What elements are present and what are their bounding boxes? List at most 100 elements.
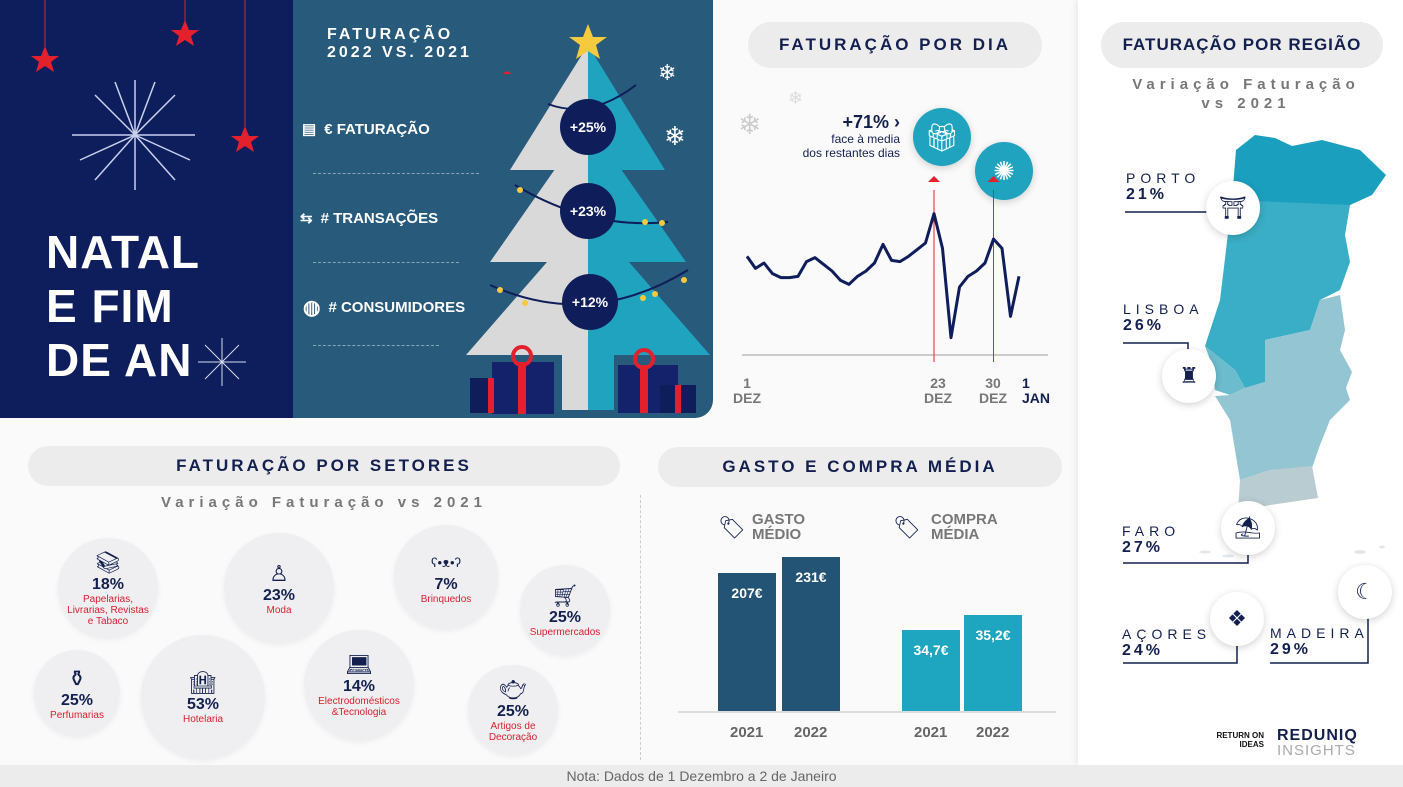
region-value-porto: 21% — [1126, 186, 1168, 203]
gasto-label: GASTO — [752, 511, 806, 528]
logo-reduniq: REDUNIQ — [1277, 727, 1358, 744]
snowflake-icon: ❄ — [664, 121, 686, 151]
avg-title: GASTO E COMPRA MÉDIA — [658, 447, 1062, 487]
pineapple-icon: ❖ — [1210, 592, 1264, 646]
divider — [313, 345, 439, 346]
metric-label: # TRANSAÇÕES — [320, 209, 439, 227]
bar-label: 34,7€ — [913, 642, 949, 658]
region-title: FATURAÇÃO POR REGIÃO — [1101, 22, 1383, 68]
metric-value-transacoes: +23% — [560, 183, 616, 239]
hero-title-line-1: NATAL — [46, 226, 201, 278]
tree-title-2: 2022 VS. 2021 — [327, 44, 472, 61]
sector-value: 18% — [91, 575, 125, 593]
teddy-bear-icon: ʕ•ᴥ•ʔ — [431, 554, 461, 570]
series-line — [745, 212, 1021, 340]
teapot-icon: 🫖︎ — [499, 677, 527, 702]
hotel-icon: 🏨︎ — [189, 669, 217, 695]
sector-value: 23% — [262, 586, 296, 604]
arrows-exchange-icon: ⇆ — [300, 210, 313, 227]
snowflake-icon: ❄ — [738, 109, 762, 140]
sector-bubble: 🫖︎ 25% Artigos de Decoração — [468, 665, 558, 755]
price-tag-icon: 🏷︎ — [893, 515, 921, 540]
region-value-lisboa: 26% — [1123, 317, 1165, 334]
sector-value: 25% — [60, 691, 94, 709]
region-name-lisboa: LISBOA — [1123, 301, 1204, 317]
metric-value-faturacao: +25% — [560, 99, 616, 155]
price-tag-icon: 🏷︎ — [718, 515, 746, 540]
map-region-south — [1215, 295, 1352, 480]
marker-23-dez-arrow — [928, 176, 940, 182]
callout-text: dos restantes dias — [802, 146, 900, 160]
sector-bubble: ʕ•ᴥ•ʔ 7% Brinquedos — [394, 525, 498, 629]
sector-value: 14% — [342, 678, 376, 695]
sectors-subtitle: Variação Faturação vs 2021 — [161, 494, 487, 511]
gift-icon: 🎁︎ — [913, 108, 971, 166]
sector-label: Perfumarias — [50, 709, 104, 721]
daily-title: FATURAÇÃO POR DIA — [748, 22, 1042, 68]
hero-title-line-3: DE AN — [46, 334, 193, 386]
metric-label: € FATURAÇÃO — [324, 120, 430, 138]
sectors-title: FATURAÇÃO POR SETORES — [28, 446, 620, 486]
logo-insights: INSIGHTS — [1277, 742, 1356, 759]
bar-gasto-médio-2022: 231€ — [782, 556, 840, 711]
region-value-faro: 27% — [1122, 539, 1164, 556]
sector-label: Supermercados — [529, 626, 601, 638]
region-subtitle: Variação Faturação — [1132, 76, 1360, 93]
beach-umbrella-icon: ⛱︎ — [1221, 501, 1275, 555]
bar-label: 35,2€ — [975, 627, 1011, 643]
x-tick-1-dez: 1 DEZ — [733, 375, 761, 406]
marker-30-dez-arrow — [987, 176, 1000, 182]
map-region-centre — [1205, 200, 1350, 388]
bar-category: 2022 — [976, 724, 1010, 741]
region-name-faro: FARO — [1122, 523, 1181, 539]
callout-text: face à media — [831, 132, 900, 146]
divider — [640, 495, 641, 760]
shopping-cart-icon: 🛒︎ — [551, 582, 579, 608]
snowflake-icon: ❄ — [658, 60, 676, 85]
bar-gasto-médio-2021: 207€ — [718, 572, 776, 711]
sector-label: Hotelaria — [182, 713, 224, 725]
sector-value: 25% — [496, 703, 530, 720]
sector-bubble: 🛒︎ 25% Supermercados — [520, 565, 610, 655]
compra-label: MÉDIA — [931, 526, 980, 543]
bar-category: 2021 — [914, 724, 948, 741]
small-firework-icon — [198, 338, 246, 386]
region-name-acores: AÇORES — [1122, 626, 1212, 642]
daily-line-chart — [742, 176, 1048, 362]
region-value-madeira: 29% — [1270, 641, 1312, 658]
divider — [313, 173, 479, 174]
region-value-acores: 24% — [1122, 642, 1164, 659]
metric-consumidores: ◍ # CONSUMIDORES — [303, 295, 465, 320]
sector-value: 7% — [434, 575, 458, 593]
bar-compra-média-2022: 35,2€ — [964, 615, 1022, 711]
x-tick-1-jan: 1 JAN — [1022, 375, 1051, 406]
laptop-icon: 💻︎ — [345, 652, 373, 677]
banana-icon: ☾ — [1338, 565, 1392, 619]
snowflake-icon: ❄ — [788, 88, 804, 108]
sector-label: Brinquedos — [420, 593, 472, 605]
bar-baseline — [678, 711, 1056, 713]
region-name-porto: PORTO — [1126, 170, 1201, 186]
metric-label: # CONSUMIDORES — [328, 299, 466, 316]
region-name-madeira: MADEIRA — [1270, 625, 1369, 641]
hanging-stars-icon — [31, 0, 259, 386]
logo-return-on-ideas: RETURN ON IDEAS — [1216, 731, 1264, 749]
hero-panel: NATAL E FIM DE AN — [0, 0, 293, 418]
footer-note: Nota: Dados de 1 Dezembro a 2 de Janeiro — [0, 765, 1403, 787]
sector-bubble: ⚱ 25% Perfumarias — [34, 650, 120, 736]
sector-label: Electrodomésticos &Tecnologia — [318, 696, 400, 718]
sector-value: 53% — [186, 695, 220, 713]
sector-label: Moda — [266, 604, 292, 616]
region-subtitle: vs 2021 — [1201, 95, 1291, 112]
mannequin-icon: ♙ — [269, 560, 289, 586]
tree-title-1: FATURAÇÃO — [327, 26, 454, 43]
perfume-icon: ⚱ — [67, 665, 87, 691]
bar-category: 2022 — [794, 724, 828, 741]
metric-value-consumidores: +12% — [562, 274, 618, 330]
cash-register-icon: ▤ — [302, 121, 317, 138]
metric-transacoes: ⇆ # TRANSAÇÕES — [300, 209, 439, 228]
gift-boxes-icon — [470, 345, 696, 414]
sector-value: 25% — [548, 608, 582, 626]
bar-category: 2021 — [730, 724, 764, 741]
firework-icon — [72, 80, 195, 190]
